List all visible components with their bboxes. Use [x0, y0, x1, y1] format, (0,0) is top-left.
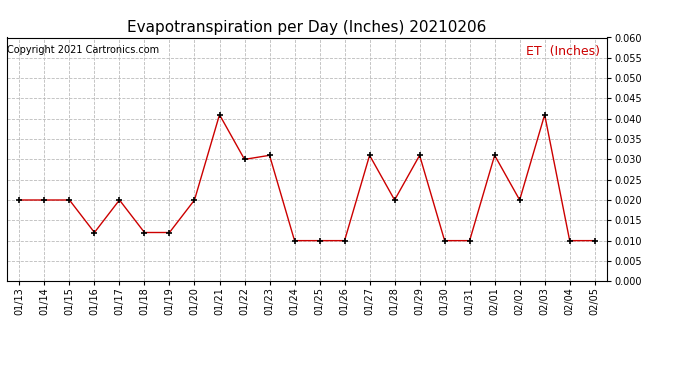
Text: Copyright 2021 Cartronics.com: Copyright 2021 Cartronics.com	[7, 45, 159, 55]
Title: Evapotranspiration per Day (Inches) 20210206: Evapotranspiration per Day (Inches) 2021…	[128, 20, 486, 35]
Text: ET  (Inches): ET (Inches)	[526, 45, 600, 58]
